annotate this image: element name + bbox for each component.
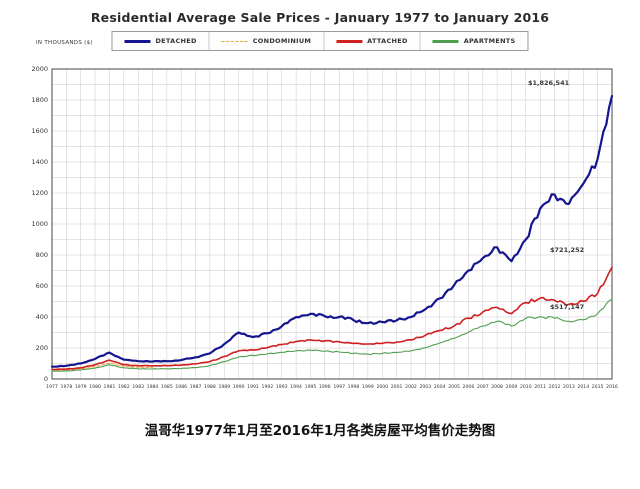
svg-text:1600: 1600 — [31, 127, 48, 135]
attached-line-swatch — [336, 39, 363, 43]
legend: DETACHED CONDOMINIUM ATTACHED APARTMENTS — [111, 31, 529, 51]
annotation-attached-peak: $721,252 — [550, 246, 585, 255]
svg-text:1200: 1200 — [31, 189, 48, 197]
annotation-apartments-peak: $517,147 — [550, 302, 585, 311]
svg-text:1990: 1990 — [233, 384, 245, 390]
legend-item-condominium: CONDOMINIUM — [210, 32, 325, 50]
y-axis-label: IN THOUSANDS ($) — [36, 40, 93, 46]
svg-text:2003: 2003 — [419, 384, 431, 390]
svg-text:1000: 1000 — [31, 220, 48, 228]
svg-text:0: 0 — [44, 375, 48, 383]
svg-text:1984: 1984 — [147, 384, 159, 390]
svg-text:200: 200 — [36, 344, 48, 352]
svg-text:2015: 2015 — [592, 384, 604, 390]
legend-item-apartments: APARTMENTS — [421, 32, 528, 50]
svg-text:1981: 1981 — [104, 384, 116, 390]
svg-text:2001: 2001 — [391, 384, 403, 390]
legend-label-apartments: APARTMENTS — [463, 37, 516, 45]
chart-title: Residential Average Sale Prices - Januar… — [90, 10, 550, 25]
svg-text:1989: 1989 — [218, 384, 230, 390]
svg-text:1996: 1996 — [319, 384, 331, 390]
svg-text:1995: 1995 — [305, 384, 317, 390]
svg-text:2004: 2004 — [434, 384, 446, 390]
svg-text:2002: 2002 — [405, 384, 417, 390]
annotation-detached-peak: $1,826,541 — [528, 78, 570, 87]
svg-text:2006: 2006 — [463, 384, 475, 390]
apartments-line-swatch — [432, 39, 459, 43]
svg-text:1999: 1999 — [362, 384, 374, 390]
svg-text:2000: 2000 — [376, 384, 388, 390]
svg-text:1993: 1993 — [276, 384, 288, 390]
price-line-chart: 0 200 400 600 800 1000 1200 1400 1600 1800 2000 197… — [31, 65, 618, 390]
svg-text:2011: 2011 — [534, 384, 546, 390]
svg-text:2014: 2014 — [577, 384, 589, 390]
svg-text:2008: 2008 — [491, 384, 503, 390]
svg-text:1980: 1980 — [89, 384, 101, 390]
svg-text:1982: 1982 — [118, 384, 130, 390]
svg-text:1986: 1986 — [175, 384, 187, 390]
svg-text:1988: 1988 — [204, 384, 216, 390]
legend-label-detached: DETACHED — [155, 37, 197, 45]
detached-line-swatch — [124, 39, 151, 43]
svg-text:1978: 1978 — [61, 384, 73, 390]
svg-text:1985: 1985 — [161, 384, 173, 390]
svg-text:1400: 1400 — [31, 158, 48, 166]
svg-text:2016: 2016 — [606, 384, 618, 390]
plot-area: 0 200 400 600 800 1000 1200 1400 1600 1800 2000 197… — [0, 61, 640, 395]
svg-text:600: 600 — [36, 282, 48, 290]
svg-text:2013: 2013 — [563, 384, 575, 390]
svg-text:1977: 1977 — [46, 384, 58, 390]
svg-text:2000: 2000 — [31, 65, 48, 73]
svg-text:1987: 1987 — [190, 384, 202, 390]
legend-label-condominium: CONDOMINIUM — [252, 37, 312, 45]
svg-text:400: 400 — [36, 313, 48, 321]
svg-text:800: 800 — [36, 251, 48, 259]
svg-text:1983: 1983 — [132, 384, 144, 390]
legend-row: IN THOUSANDS ($) DETACHED CONDOMINIUM AT… — [0, 31, 640, 57]
svg-text:1979: 1979 — [75, 384, 87, 390]
caption-chinese: 温哥华1977年1月至2016年1月各类房屋平均售价走势图 — [144, 423, 496, 439]
svg-text:2005: 2005 — [448, 384, 460, 390]
legend-item-attached: ATTACHED — [324, 32, 421, 50]
svg-text:1998: 1998 — [348, 384, 360, 390]
svg-text:1800: 1800 — [31, 96, 48, 104]
condominium-line-swatch — [221, 40, 248, 42]
svg-text:2010: 2010 — [520, 384, 532, 390]
legend-item-detached: DETACHED — [112, 32, 210, 50]
svg-text:2007: 2007 — [477, 384, 489, 390]
svg-text:1992: 1992 — [262, 384, 274, 390]
svg-text:1997: 1997 — [333, 384, 345, 390]
svg-text:1991: 1991 — [247, 384, 259, 390]
svg-text:2012: 2012 — [549, 384, 561, 390]
svg-text:2009: 2009 — [506, 384, 518, 390]
svg-text:1994: 1994 — [290, 384, 302, 390]
legend-label-attached: ATTACHED — [367, 37, 408, 45]
